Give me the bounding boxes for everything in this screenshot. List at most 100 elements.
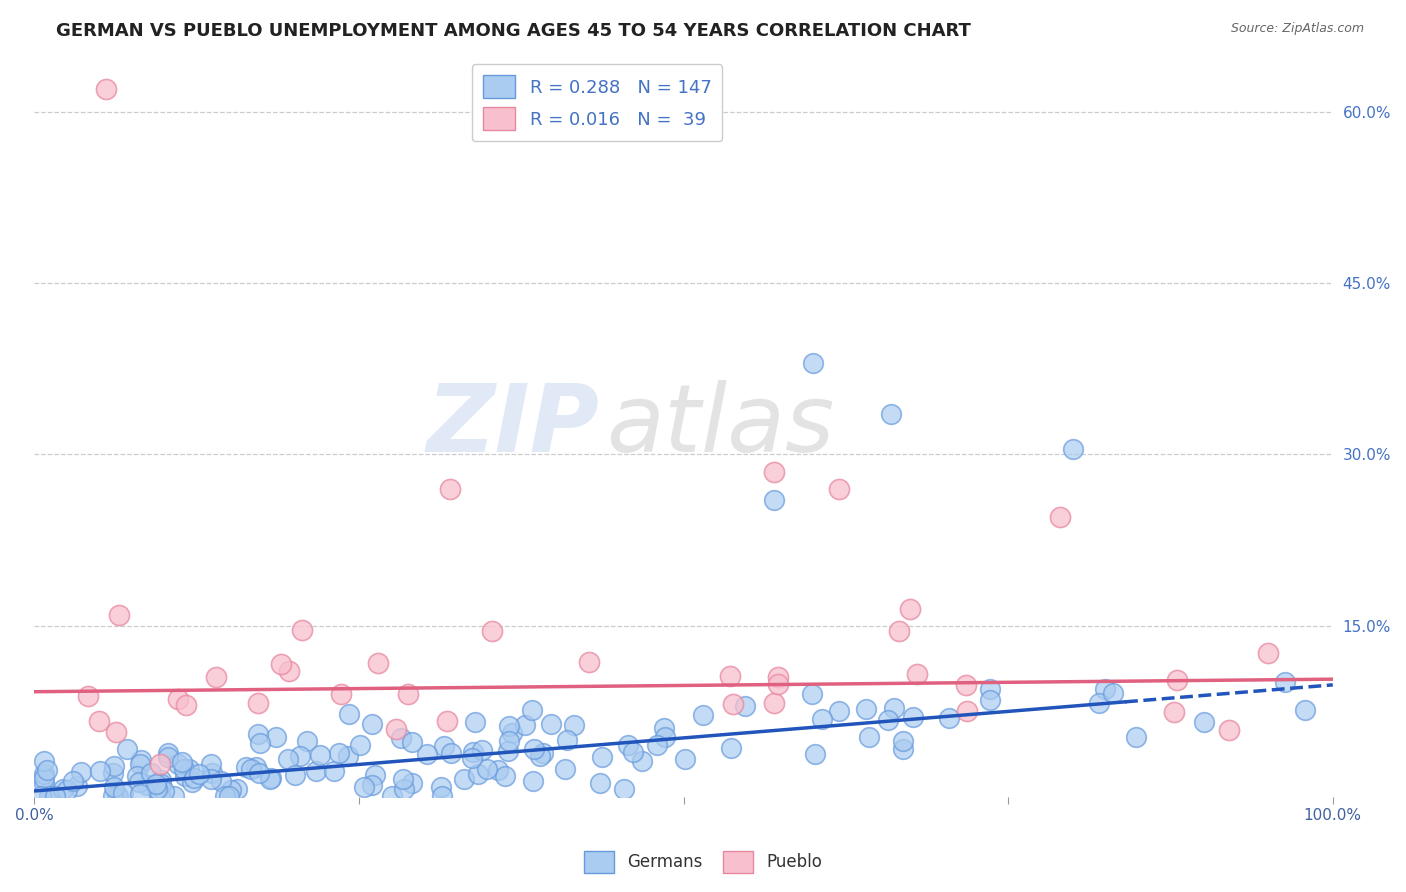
Point	[174, 698, 197, 712]
Point	[367, 656, 389, 670]
Point	[540, 717, 562, 731]
Point	[1274, 675, 1296, 690]
Point	[979, 693, 1001, 707]
Point	[396, 687, 419, 701]
Point	[129, 756, 152, 771]
Point	[1049, 510, 1071, 524]
Point	[117, 742, 139, 756]
Point	[323, 764, 346, 778]
Point	[32, 776, 55, 790]
Point	[328, 746, 350, 760]
Point	[645, 739, 668, 753]
Point	[141, 766, 163, 780]
Point	[498, 733, 520, 747]
Point	[304, 764, 326, 778]
Point	[174, 769, 197, 783]
Point	[39, 789, 62, 803]
Point	[125, 769, 148, 783]
Point	[531, 746, 554, 760]
Point	[87, 714, 110, 728]
Point	[800, 687, 823, 701]
Point	[259, 772, 281, 786]
Point	[692, 708, 714, 723]
Point	[37, 763, 59, 777]
Point	[401, 735, 423, 749]
Point	[439, 482, 461, 496]
Point	[893, 741, 915, 756]
Point	[907, 666, 929, 681]
Point	[1102, 686, 1125, 700]
Point	[32, 771, 55, 785]
Point	[381, 789, 404, 803]
Point	[270, 657, 292, 672]
Point	[1192, 714, 1215, 729]
Point	[718, 669, 741, 683]
Point	[470, 743, 492, 757]
Point	[295, 733, 318, 747]
Point	[129, 753, 152, 767]
Point	[337, 706, 360, 721]
Legend: Germans, Pueblo: Germans, Pueblo	[578, 845, 828, 880]
Point	[385, 722, 408, 736]
Legend: R = 0.288   N = 147, R = 0.016   N =  39: R = 0.288 N = 147, R = 0.016 N = 39	[472, 64, 723, 141]
Point	[401, 776, 423, 790]
Point	[467, 767, 489, 781]
Point	[167, 756, 190, 771]
Point	[107, 789, 129, 803]
Point	[291, 624, 314, 638]
Point	[247, 696, 270, 710]
Point	[104, 725, 127, 739]
Point	[1163, 705, 1185, 719]
Point	[235, 760, 257, 774]
Point	[1094, 681, 1116, 696]
Point	[55, 782, 77, 797]
Point	[361, 778, 384, 792]
Point	[721, 697, 744, 711]
Point	[103, 759, 125, 773]
Point	[150, 777, 173, 791]
Point	[89, 764, 111, 778]
Point	[394, 782, 416, 797]
Point	[654, 721, 676, 735]
Point	[260, 771, 283, 785]
Point	[1257, 646, 1279, 660]
Point	[429, 780, 451, 795]
Point	[591, 750, 613, 764]
Point	[103, 780, 125, 794]
Point	[330, 687, 353, 701]
Point	[901, 710, 924, 724]
Point	[891, 734, 914, 748]
Point	[392, 772, 415, 786]
Point	[389, 731, 412, 745]
Point	[156, 747, 179, 761]
Point	[200, 757, 222, 772]
Point	[364, 767, 387, 781]
Point	[209, 774, 232, 789]
Point	[578, 655, 600, 669]
Point	[30, 789, 52, 803]
Point	[803, 356, 825, 370]
Point	[179, 762, 201, 776]
Point	[247, 766, 270, 780]
Point	[498, 719, 520, 733]
Point	[52, 782, 75, 797]
Point	[219, 782, 242, 797]
Point	[1125, 731, 1147, 745]
Point	[349, 738, 371, 752]
Point	[1166, 673, 1188, 687]
Point	[440, 747, 463, 761]
Point	[613, 782, 636, 797]
Point	[436, 714, 458, 729]
Point	[180, 775, 202, 789]
Point	[1062, 442, 1084, 456]
Point	[461, 745, 484, 759]
Point	[523, 741, 546, 756]
Point	[811, 712, 834, 726]
Point	[239, 762, 262, 776]
Point	[453, 772, 475, 786]
Point	[149, 757, 172, 772]
Point	[631, 754, 654, 768]
Point	[1088, 696, 1111, 710]
Point	[32, 766, 55, 780]
Point	[883, 701, 905, 715]
